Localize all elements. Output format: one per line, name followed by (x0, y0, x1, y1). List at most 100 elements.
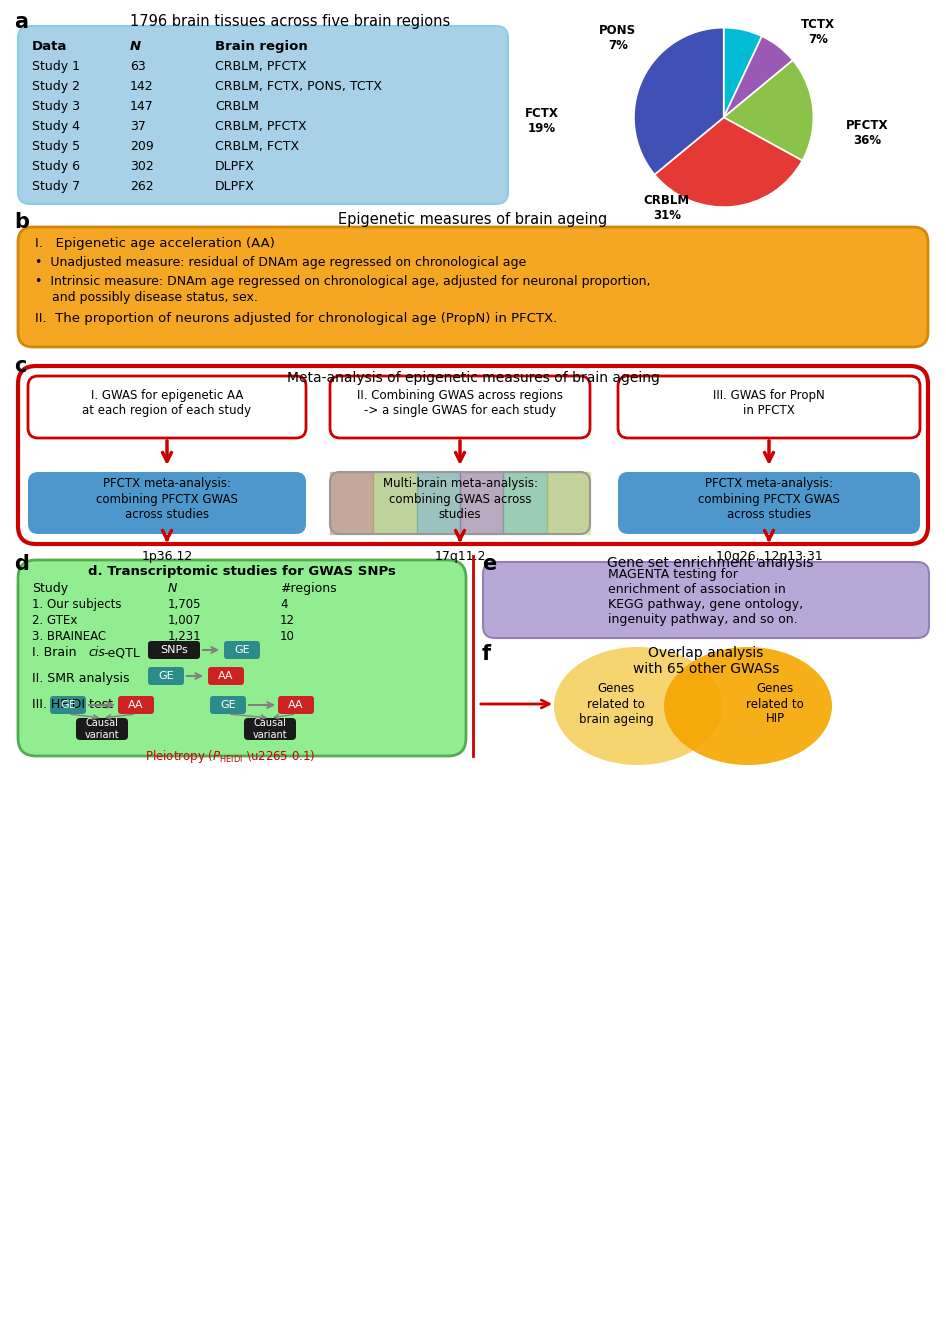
FancyBboxPatch shape (208, 667, 244, 684)
Text: I. GWAS for epigenetic AA
at each region of each study: I. GWAS for epigenetic AA at each region… (82, 390, 252, 418)
Text: II. Combining GWAS across regions
-> a single GWAS for each study: II. Combining GWAS across regions -> a s… (357, 390, 563, 418)
Text: and possibly disease status, sex.: and possibly disease status, sex. (52, 291, 258, 304)
FancyBboxPatch shape (148, 667, 184, 684)
Text: 10: 10 (280, 630, 295, 643)
Text: PFCTX meta-analysis:
combining PFCTX GWAS
across studies: PFCTX meta-analysis: combining PFCTX GWA… (96, 478, 238, 520)
Text: Study 7: Study 7 (32, 180, 80, 193)
FancyBboxPatch shape (330, 376, 590, 438)
Text: #regions: #regions (280, 582, 337, 595)
Ellipse shape (664, 647, 832, 764)
Text: CRBLM, FCTX: CRBLM, FCTX (215, 140, 299, 153)
Bar (460, 472, 503, 534)
Text: GE: GE (158, 671, 174, 680)
Text: Multi-brain meta-analysis:
combining GWAS across
studies: Multi-brain meta-analysis: combining GWA… (382, 478, 537, 520)
Text: II. SMR analysis: II. SMR analysis (32, 672, 130, 684)
Text: b: b (14, 212, 29, 232)
Text: 63: 63 (130, 60, 146, 73)
FancyBboxPatch shape (28, 472, 306, 534)
Text: 1p36.12: 1p36.12 (141, 550, 193, 563)
Text: N: N (168, 582, 178, 595)
Text: I. Brain: I. Brain (32, 646, 80, 659)
Text: CRBLM
31%: CRBLM 31% (644, 195, 690, 223)
Text: 1,705: 1,705 (168, 598, 201, 611)
Text: AA: AA (219, 671, 234, 680)
Text: PFCTX meta-analysis:
combining PFCTX GWAS
across studies: PFCTX meta-analysis: combining PFCTX GWA… (698, 478, 840, 520)
Text: II.  The proportion of neurons adjusted for chronological age (PropN) in PFCTX.: II. The proportion of neurons adjusted f… (35, 312, 557, 325)
Text: Pleiotropy ($P_\mathrm{HEIDI}$ \u2265 0.1): Pleiotropy ($P_\mathrm{HEIDI}$ \u2265 0.… (145, 748, 315, 764)
FancyBboxPatch shape (118, 696, 154, 714)
Text: Study 5: Study 5 (32, 140, 80, 153)
Text: Study: Study (32, 582, 68, 595)
Text: Genes
related to
brain ageing: Genes related to brain ageing (579, 683, 654, 726)
Text: TCTX
7%: TCTX 7% (801, 19, 835, 47)
FancyBboxPatch shape (244, 718, 296, 740)
FancyBboxPatch shape (18, 227, 928, 347)
Text: AA: AA (129, 700, 144, 710)
Text: Brain region: Brain region (215, 40, 307, 53)
Bar (416, 472, 460, 534)
Text: Study 6: Study 6 (32, 160, 80, 173)
Text: GE: GE (220, 700, 236, 710)
Text: 1,007: 1,007 (168, 614, 201, 627)
Text: CRBLM, PFCTX: CRBLM, PFCTX (215, 120, 307, 133)
Ellipse shape (554, 647, 722, 764)
Text: CRBLM, FCTX, PONS, TCTX: CRBLM, FCTX, PONS, TCTX (215, 80, 382, 93)
Text: MAGENTA testing for
enrichment of association in
KEGG pathway, gene ontology,
in: MAGENTA testing for enrichment of associ… (608, 568, 803, 626)
Text: 1796 brain tissues across five brain regions: 1796 brain tissues across five brain reg… (130, 13, 450, 29)
Text: Causal
variant: Causal variant (253, 718, 288, 740)
Wedge shape (634, 28, 724, 175)
Text: 302: 302 (130, 160, 154, 173)
Text: 2. GTEx: 2. GTEx (32, 614, 78, 627)
Text: a: a (14, 12, 28, 32)
Text: 4: 4 (280, 598, 288, 611)
Text: 147: 147 (130, 100, 154, 113)
Text: III. HEIDI test: III. HEIDI test (32, 698, 113, 711)
Text: •  Unadjusted measure: residual of DNAm age regressed on chronological age: • Unadjusted measure: residual of DNAm a… (35, 256, 526, 269)
Wedge shape (724, 36, 793, 117)
Text: N: N (130, 40, 141, 53)
Wedge shape (655, 117, 802, 207)
Text: CRBLM, PFCTX: CRBLM, PFCTX (215, 60, 307, 73)
Wedge shape (724, 60, 814, 160)
Text: III. GWAS for PropN
in PFCTX: III. GWAS for PropN in PFCTX (713, 390, 825, 418)
Text: 10q26, 12p13.31: 10q26, 12p13.31 (715, 550, 822, 563)
FancyBboxPatch shape (210, 696, 246, 714)
FancyBboxPatch shape (18, 560, 466, 756)
Text: PFCTX
36%: PFCTX 36% (847, 119, 888, 147)
Bar (503, 472, 547, 534)
Text: AA: AA (289, 700, 304, 710)
Text: Meta-analysis of epigenetic measures of brain ageing: Meta-analysis of epigenetic measures of … (287, 371, 659, 386)
FancyBboxPatch shape (50, 696, 86, 714)
Text: 1,231: 1,231 (168, 630, 201, 643)
Bar (374, 472, 416, 534)
FancyBboxPatch shape (330, 472, 590, 534)
Bar (547, 472, 590, 534)
Text: cis: cis (88, 646, 105, 659)
Text: •  Intrinsic measure: DNAm age regressed on chronological age, adjusted for neur: • Intrinsic measure: DNAm age regressed … (35, 275, 651, 288)
Text: Epigenetic measures of brain ageing: Epigenetic measures of brain ageing (339, 212, 607, 227)
Text: FCTX
19%: FCTX 19% (525, 107, 559, 135)
Text: 12: 12 (280, 614, 295, 627)
FancyBboxPatch shape (483, 562, 929, 638)
Bar (330, 472, 374, 534)
Text: 3. BRAINEAC: 3. BRAINEAC (32, 630, 106, 643)
Text: e: e (482, 554, 497, 574)
FancyBboxPatch shape (28, 376, 306, 438)
Text: d: d (14, 554, 29, 574)
Text: GE: GE (235, 646, 250, 655)
Text: Causal
variant: Causal variant (85, 718, 119, 740)
Text: -eQTL: -eQTL (103, 646, 140, 659)
Text: Genes
related to
HIP: Genes related to HIP (746, 683, 804, 726)
Text: f: f (482, 644, 491, 664)
Text: I.   Epigenetic age acceleration (AA): I. Epigenetic age acceleration (AA) (35, 237, 275, 249)
Text: 262: 262 (130, 180, 153, 193)
Text: 142: 142 (130, 80, 153, 93)
Text: GE: GE (61, 700, 76, 710)
FancyBboxPatch shape (224, 642, 260, 659)
Text: 209: 209 (130, 140, 154, 153)
Text: DLPFX: DLPFX (215, 180, 254, 193)
Wedge shape (724, 28, 762, 117)
FancyBboxPatch shape (18, 366, 928, 544)
Text: 1. Our subjects: 1. Our subjects (32, 598, 121, 611)
Text: Overlap analysis
with 65 other GWASs: Overlap analysis with 65 other GWASs (633, 646, 780, 676)
